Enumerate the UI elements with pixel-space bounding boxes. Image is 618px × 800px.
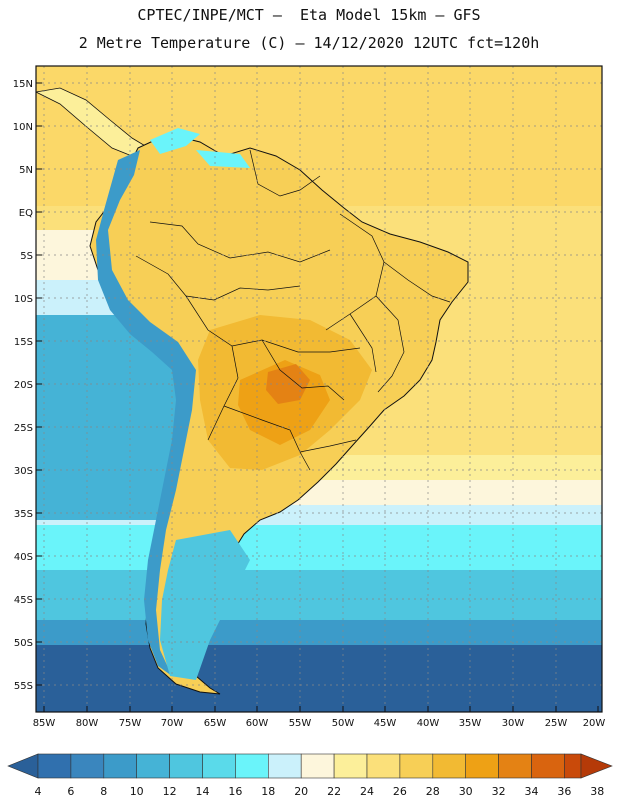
lon-label: 65W	[204, 718, 227, 729]
southern-ocean-band-3	[36, 645, 602, 712]
lat-label: 50S	[14, 638, 33, 649]
lon-label: 45W	[374, 718, 397, 729]
colorbar-label: 14	[196, 785, 210, 798]
tick-marks	[36, 82, 599, 712]
lat-label: 35S	[14, 509, 33, 520]
lon-label: 20W	[583, 718, 606, 729]
lon-label: 40W	[417, 718, 440, 729]
lon-label: 25W	[545, 718, 568, 729]
map-frame	[35, 65, 603, 713]
colorbar-label: 32	[492, 785, 506, 798]
colorbar-swatch	[235, 753, 269, 779]
map-field	[36, 66, 602, 712]
colorbar-label: 34	[525, 785, 539, 798]
colorbar-labels: 4 6 8 10 12 14 16 18 20 22 24 26 28 30 3…	[35, 785, 605, 798]
colorbar-swatch	[169, 753, 203, 779]
colorbar-swatch	[103, 753, 138, 779]
colorbar-label: 10	[130, 785, 144, 798]
colorbar-swatch	[333, 753, 368, 779]
colorbar-label: 12	[163, 785, 177, 798]
lon-label: 35W	[459, 718, 482, 729]
lat-label: 40S	[14, 552, 33, 563]
colorbar	[7, 753, 613, 779]
lat-label: 10N	[13, 122, 33, 133]
lon-label: 60W	[246, 718, 269, 729]
lon-label: 55W	[289, 718, 312, 729]
map-title-line-1: CPTEC/INPE/MCT – Eta Model 15km – GFS	[137, 6, 481, 24]
lat-label: 20S	[14, 380, 33, 391]
colorbar-label: 26	[393, 785, 407, 798]
colorbar-label: 8	[100, 785, 107, 798]
colorbar-label: 30	[459, 785, 473, 798]
colorbar-swatch	[300, 753, 335, 779]
colorbar-swatch	[399, 753, 434, 779]
colorbar-label: 18	[261, 785, 275, 798]
colorbar-swatch	[267, 753, 302, 779]
latitude-labels: 15N 10N 5N EQ 5S 10S 15S 20S 25S 30S 35S…	[13, 79, 33, 692]
colorbar-swatch	[432, 753, 466, 779]
map-title-line-2: 2 Metre Temperature (C) – 14/12/2020 12U…	[78, 34, 540, 52]
colorbar-swatch	[202, 753, 236, 779]
lat-label: 10S	[14, 294, 33, 305]
lat-label: 15N	[13, 79, 33, 90]
lat-label: 5N	[19, 165, 33, 176]
graticule	[36, 66, 602, 712]
lat-label: EQ	[19, 208, 33, 219]
colorbar-right-arrow	[580, 753, 613, 779]
colorbar-label: 22	[327, 785, 341, 798]
lat-label: 30S	[14, 466, 33, 477]
patagonia-cool-area	[160, 530, 250, 680]
guiana-highlands	[196, 150, 250, 168]
colorbar-left-arrow	[7, 753, 39, 779]
country-borders	[135, 149, 451, 471]
colorbar-swatch	[465, 753, 499, 779]
colorbar-swatch	[498, 753, 532, 779]
lat-label: 55S	[14, 681, 33, 692]
lat-label: 45S	[14, 595, 33, 606]
lon-label: 30W	[502, 718, 525, 729]
colorbar-label: 4	[35, 785, 42, 798]
lon-label: 75W	[119, 718, 142, 729]
colorbar-swatch	[531, 753, 565, 779]
lat-label: 25S	[14, 423, 33, 434]
southern-ocean-band-1	[36, 570, 602, 625]
lon-label: 80W	[76, 718, 99, 729]
colorbar-swatch	[564, 753, 582, 779]
colorbar-label: 6	[67, 785, 74, 798]
colorbar-swatch	[70, 753, 105, 779]
colorbar-label: 16	[228, 785, 242, 798]
lat-label: 5S	[20, 251, 33, 262]
lon-label: 50W	[332, 718, 355, 729]
atlantic-cyan-band	[36, 525, 602, 575]
colorbar-swatch	[136, 753, 170, 779]
lon-label: 85W	[33, 718, 56, 729]
colorbar-label: 28	[426, 785, 440, 798]
colorbar-label: 36	[557, 785, 571, 798]
colorbar-label: 24	[360, 785, 374, 798]
colombia-highlands	[150, 128, 200, 154]
colorbar-swatch	[366, 753, 401, 779]
lon-label: 70W	[161, 718, 184, 729]
andes-cold-strip	[96, 150, 196, 676]
colorbar-label: 20	[294, 785, 308, 798]
lat-label: 15S	[14, 337, 33, 348]
colorbar-label: 38	[590, 785, 604, 798]
colorbar-swatch	[37, 753, 72, 779]
longitude-labels: 85W 80W 75W 70W 65W 60W 55W 50W 45W 40W …	[33, 718, 606, 729]
